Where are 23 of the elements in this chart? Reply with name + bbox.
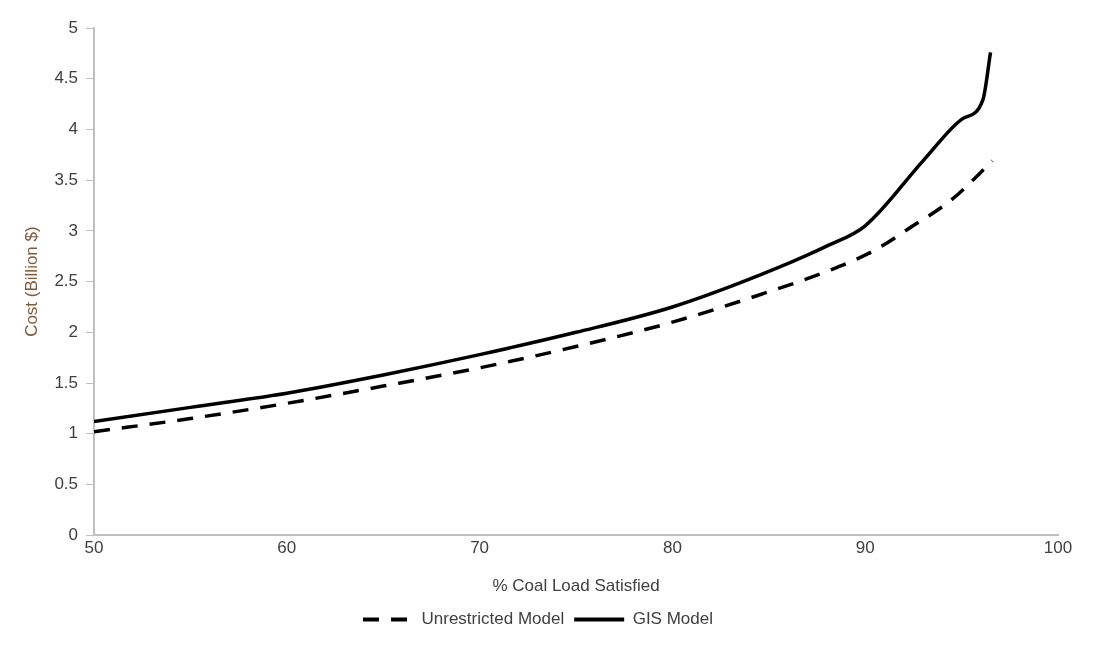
x-tick-label: 70 <box>470 538 490 558</box>
y-tick-label: 3 <box>68 220 79 240</box>
y-tick-label: 5 <box>68 17 79 37</box>
y-tick-label: 3.5 <box>54 169 79 189</box>
x-tick-label: 100 <box>1043 538 1073 558</box>
x-axis-title: % Coal Load Satisfied <box>492 576 660 596</box>
y-tick-label: 1 <box>68 423 79 443</box>
y-tick-label: 4.5 <box>54 68 79 88</box>
x-tick-label: 60 <box>277 538 297 558</box>
y-tick-label: 0.5 <box>54 474 79 494</box>
x-tick-label: 90 <box>855 538 875 558</box>
legend-label: GIS Model <box>632 609 713 629</box>
y-axis-title: Cost (Billion $) <box>21 226 41 337</box>
x-tick-label: 50 <box>84 538 104 558</box>
y-tick-label: 2 <box>68 322 79 342</box>
y-tick-label: 1.5 <box>54 372 79 392</box>
y-tick-label: 4 <box>68 119 79 139</box>
x-tick-label: 80 <box>662 538 682 558</box>
legend-label: Unrestricted Model <box>421 609 565 629</box>
line-series <box>94 50 993 424</box>
line-series <box>94 159 995 434</box>
y-tick-label: 0 <box>68 524 79 544</box>
y-tick-label: 2.5 <box>54 271 79 291</box>
